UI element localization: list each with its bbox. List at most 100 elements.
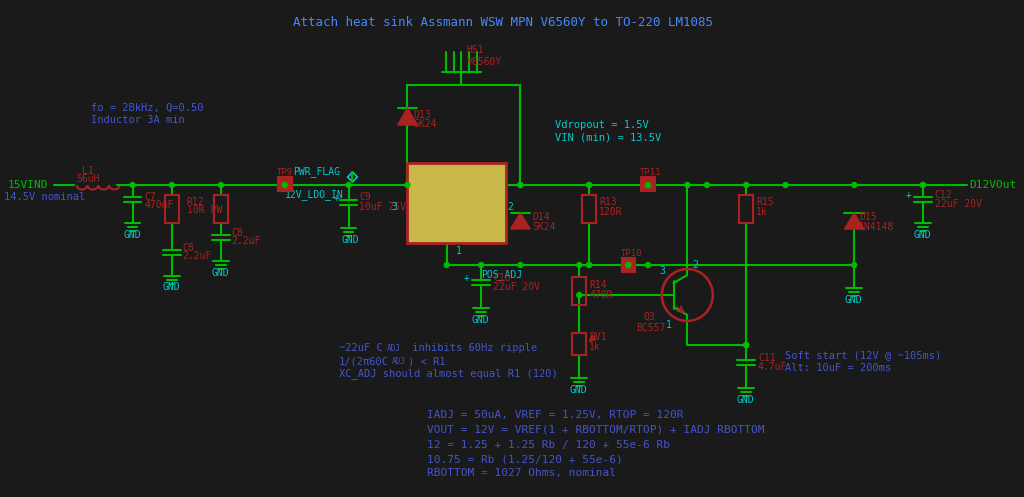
Circle shape [169,182,174,187]
Bar [214,195,227,223]
Bar [622,258,635,272]
Text: 2.2uF: 2.2uF [231,236,261,246]
Circle shape [478,262,483,267]
Bar [583,195,596,223]
Circle shape [852,262,857,267]
Text: ADJ: ADJ [392,356,406,365]
Text: ~22uF C: ~22uF C [339,343,383,353]
Text: SK24: SK24 [414,119,437,129]
Text: GND: GND [342,235,359,245]
Circle shape [577,293,582,298]
Text: 14.5V nominal: 14.5V nominal [4,192,85,202]
Polygon shape [511,213,530,229]
Text: TP9: TP9 [276,167,293,176]
Text: Vdropout = 1.5V: Vdropout = 1.5V [555,120,648,130]
Text: GND: GND [211,268,228,278]
Text: 1/(2π60C: 1/(2π60C [339,356,389,366]
Text: XC_ADJ should almost equal R1 (120): XC_ADJ should almost equal R1 (120) [339,369,557,379]
Text: L1: L1 [83,166,94,176]
Polygon shape [845,213,864,229]
Text: Attach heat sink Assmann WSW MPN V6560Y to TO-220 LM1085: Attach heat sink Assmann WSW MPN V6560Y … [293,15,713,28]
Text: GND: GND [736,395,754,405]
Text: Q3: Q3 [643,312,655,322]
Text: C11: C11 [758,353,775,363]
Text: Soft start (12V @ ~105ms): Soft start (12V @ ~105ms) [785,350,942,360]
Text: GND: GND [124,230,141,240]
Text: 22uF 20V: 22uF 20V [935,199,982,209]
Text: SK24: SK24 [532,222,556,232]
Circle shape [587,262,592,267]
Text: TP10: TP10 [621,248,642,257]
Text: +: + [905,190,911,200]
Text: VO: VO [482,200,497,214]
Text: GND: GND [913,230,931,240]
Circle shape [743,342,749,347]
Text: PWR_FLAG: PWR_FLAG [294,166,341,177]
Circle shape [444,262,450,267]
Text: 1N4148: 1N4148 [859,222,894,232]
Bar [641,177,655,191]
Text: 15VIND: 15VIND [8,180,48,190]
Text: V6560Y: V6560Y [466,57,502,67]
Text: 2.2uF: 2.2uF [182,251,212,261]
Text: D12VOut: D12VOut [969,180,1017,190]
Text: C12: C12 [935,190,952,200]
Text: R13: R13 [599,197,616,207]
Text: D14: D14 [532,212,550,222]
Bar [739,195,753,223]
Text: RV1: RV1 [589,332,607,342]
Bar [572,333,586,355]
Circle shape [645,182,650,187]
Text: ADJ: ADJ [460,213,469,233]
Text: 10R PW: 10R PW [186,205,222,215]
Text: ADJ: ADJ [387,343,400,352]
Text: 22uF 20V: 22uF 20V [493,282,540,292]
Circle shape [645,262,650,267]
Text: C9: C9 [359,192,371,202]
Polygon shape [397,108,418,125]
Text: C8: C8 [231,228,244,238]
Text: 10uF 25V: 10uF 25V [359,202,407,212]
Text: HS1: HS1 [466,45,484,55]
Text: RBOTTOM = 1027 Ohms, nominal: RBOTTOM = 1027 Ohms, nominal [427,468,616,478]
Circle shape [130,182,135,187]
Text: ) < R1: ) < R1 [409,356,446,366]
Text: VOUT = 12V = VREF(1 + RBOTTOM/RTOP) + IADJ RBOTTOM: VOUT = 12V = VREF(1 + RBOTTOM/RTOP) + IA… [427,424,765,434]
Bar [408,163,506,243]
Text: Alt: 10uF = 200ms: Alt: 10uF = 200ms [785,363,892,373]
Circle shape [577,262,582,267]
Text: +: + [464,273,469,283]
Text: GND: GND [569,385,587,395]
Text: R15: R15 [756,197,774,207]
Text: BC557: BC557 [636,323,666,333]
Text: TP11: TP11 [640,167,662,176]
Text: 120R: 120R [599,207,623,217]
Bar [572,277,586,305]
Bar [165,195,179,223]
Circle shape [743,342,749,347]
Circle shape [852,182,857,187]
Circle shape [626,262,631,267]
Text: 56uH: 56uH [77,174,100,184]
Text: 1: 1 [666,320,672,330]
Circle shape [743,182,749,187]
Text: 4.7uF: 4.7uF [758,362,787,372]
Text: GND: GND [162,282,179,292]
Text: IADJ = 50uA, VREF = 1.25V, RTOP = 120R: IADJ = 50uA, VREF = 1.25V, RTOP = 120R [427,410,684,420]
Text: C10: C10 [493,273,511,283]
Circle shape [587,182,592,187]
Text: LM1085-ADJ: LM1085-ADJ [412,182,470,192]
Text: C8: C8 [182,243,195,253]
Circle shape [921,182,926,187]
Text: 2: 2 [692,260,698,270]
Text: VIN (min) = 13.5V: VIN (min) = 13.5V [555,132,662,142]
Text: 1k: 1k [756,207,768,217]
Text: +: + [334,193,340,203]
Circle shape [406,182,410,187]
Circle shape [587,262,592,267]
Circle shape [587,182,592,187]
Text: R14: R14 [589,280,607,290]
Text: GND: GND [845,295,862,305]
Text: 2: 2 [508,202,513,212]
Text: fo = 2BkHz, Q=0.50: fo = 2BkHz, Q=0.50 [91,103,204,113]
